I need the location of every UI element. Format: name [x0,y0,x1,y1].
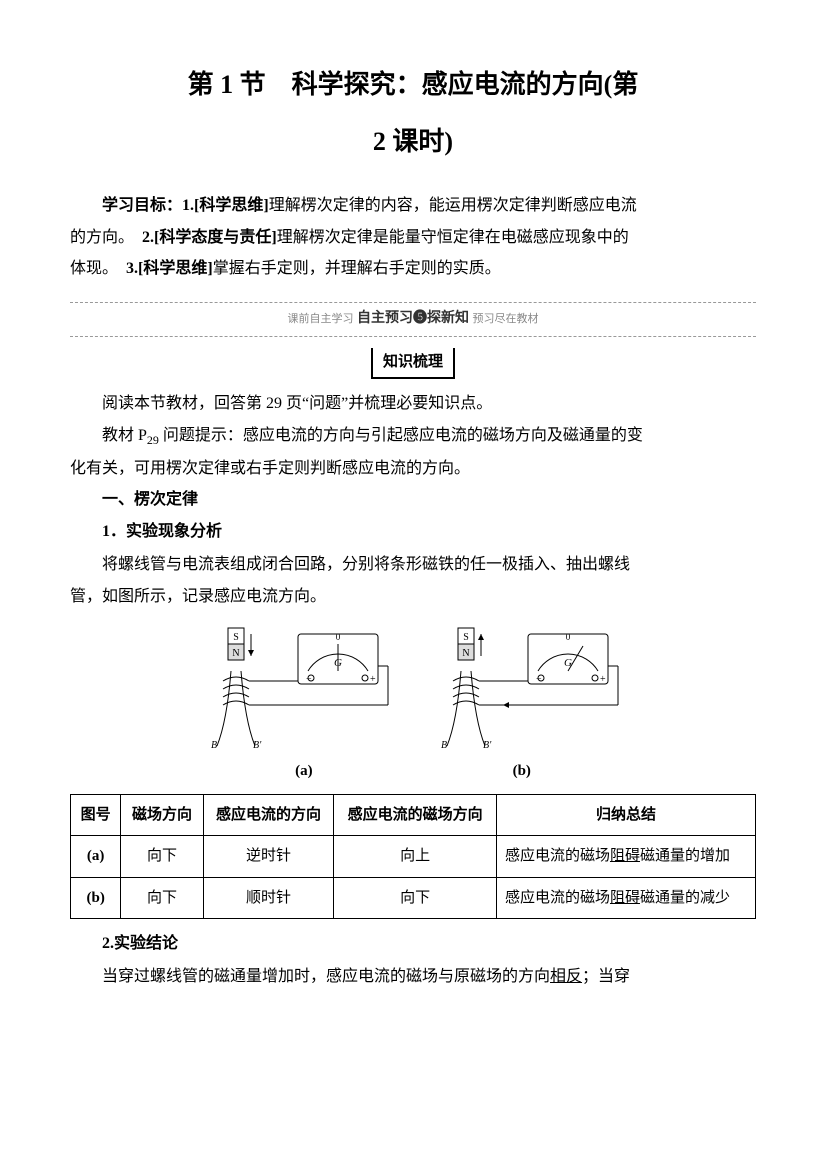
learning-goals-p2: 的方向。 2.[科学态度与责任]理解楞次定律是能量守恒定律在电磁感应现象中的 [70,223,756,253]
goal1-tag: 1.[科学思维] [182,197,269,214]
th-current: 感应电流的方向 [203,794,334,836]
hint-prefix: 教材 P [102,427,147,444]
banner-right: 预习尽在教材 [473,313,539,325]
th-induced: 感应电流的磁场方向 [334,794,497,836]
cell-field-b: 向下 [121,877,203,919]
svg-text:+: + [600,674,606,685]
cell-field-a: 向下 [121,836,203,878]
goal2-tag: 2.[科学态度与责任] [142,229,277,246]
caption-b: (b) [513,757,531,786]
svg-text:S: S [463,632,469,643]
diagram-a: S N B B' 0 G − + [203,626,393,751]
svg-text:B: B [441,740,447,751]
conclusion: 当穿过螺线管的磁通量增加时，感应电流的磁场与原磁场的方向相反；当穿 [70,962,756,992]
cell-current-a: 逆时针 [203,836,334,878]
hint-p1: 教材 P29 问题提示：感应电流的方向与引起感应电流的磁场方向及磁通量的变 [70,421,756,452]
caption-a: (a) [295,757,313,786]
experiment-table: 图号 磁场方向 感应电流的方向 感应电流的磁场方向 归纳总结 (a) 向下 逆时… [70,794,756,920]
exp-text2: 管，如图所示，记录感应电流方向。 [70,582,756,612]
banner-left: 课前自主学习 [288,313,354,325]
svg-text:−: − [536,674,542,685]
coil-icon [223,677,249,705]
exp-text1: 将螺线管与电流表组成闭合回路，分别将条形磁铁的任一极插入、抽出螺线 [70,550,756,580]
hint-p2: 化有关，可用楞次定律或右手定则判断感应电流的方向。 [70,454,756,484]
svg-text:N: N [462,648,469,659]
heading-3: 2.实验结论 [70,929,756,959]
goal2-text: 理解楞次定律是能量守恒定律在电磁感应现象中的 [277,229,629,246]
table-row: (b) 向下 顺时针 向下 感应电流的磁场阻碍磁通量的减少 [71,877,756,919]
cell-summary-b: 感应电流的磁场阻碍磁通量的减少 [496,877,755,919]
axis-bp-label: B' [253,740,262,751]
goal1-cont: 的方向。 [70,229,142,246]
th-id: 图号 [71,794,121,836]
goal3-text: 掌握右手定则，并理解右手定则的实质。 [213,260,501,277]
goal2-cont: 体现。 [70,260,126,277]
banner-mid: 自主预习❺探新知 [357,311,469,326]
read-text: 阅读本节教材，回答第 29 页“问题”并梳理必要知识点。 [70,389,756,419]
knowledge-label: 知识梳理 [371,348,455,380]
section-banner: 课前自主学习 自主预习❺探新知 预习尽在教材 [70,302,756,337]
svg-text:+: + [370,674,376,685]
cell-current-b: 顺时针 [203,877,334,919]
axis-b-label: B [211,740,217,751]
cell-induced-a: 向上 [334,836,497,878]
diagram-row: S N B B' 0 G − + S N B B' [70,626,756,751]
hint-text1: 感应电流的方向与引起感应电流的磁场方向及磁通量的变 [243,427,643,444]
cell-id-b: (b) [71,877,121,919]
table-header-row: 图号 磁场方向 感应电流的方向 感应电流的磁场方向 归纳总结 [71,794,756,836]
meter-zero-label: 0 [336,632,341,642]
svg-text:B': B' [483,740,492,751]
magnet-s-label: S [233,632,239,643]
arrow-left-icon [503,702,509,708]
arrow-down-icon [248,650,254,656]
learning-goals-p3: 体现。 3.[科学思维]掌握右手定则，并理解右手定则的实质。 [70,254,756,284]
svg-text:−: − [306,674,312,685]
meter-g-label: G [334,657,342,669]
magnet-n-label: N [232,648,239,659]
hint-label: 问题提示： [159,427,243,444]
cell-id-a: (a) [71,836,121,878]
hint-page: 29 [147,434,159,448]
goal3-tag: 3.[科学思维] [126,260,213,277]
heading-2: 1．实验现象分析 [70,517,756,547]
svg-text:G: G [564,657,572,669]
knowledge-box: 知识梳理 [70,347,756,380]
svg-text:0: 0 [566,632,571,642]
cell-summary-a: 感应电流的磁场阻碍磁通量的增加 [496,836,755,878]
page-title-line1: 第 1 节 科学探究：感应电流的方向(第 [70,60,756,109]
heading-1: 一、楞次定律 [70,485,756,515]
arrow-up-icon [478,634,484,640]
cell-induced-b: 向下 [334,877,497,919]
page-title-line2: 2 课时) [70,117,756,166]
goal1-text: 理解楞次定律的内容，能运用楞次定律判断感应电流 [269,197,637,214]
learning-goals-p1: 学习目标：1.[科学思维]理解楞次定律的内容，能运用楞次定律判断感应电流 [70,191,756,221]
th-field: 磁场方向 [121,794,203,836]
caption-row: (a) (b) [70,757,756,786]
diagram-b: S N B B' 0 G − + [433,626,623,751]
th-summary: 归纳总结 [496,794,755,836]
goals-prefix: 学习目标： [102,197,182,214]
table-row: (a) 向下 逆时针 向上 感应电流的磁场阻碍磁通量的增加 [71,836,756,878]
